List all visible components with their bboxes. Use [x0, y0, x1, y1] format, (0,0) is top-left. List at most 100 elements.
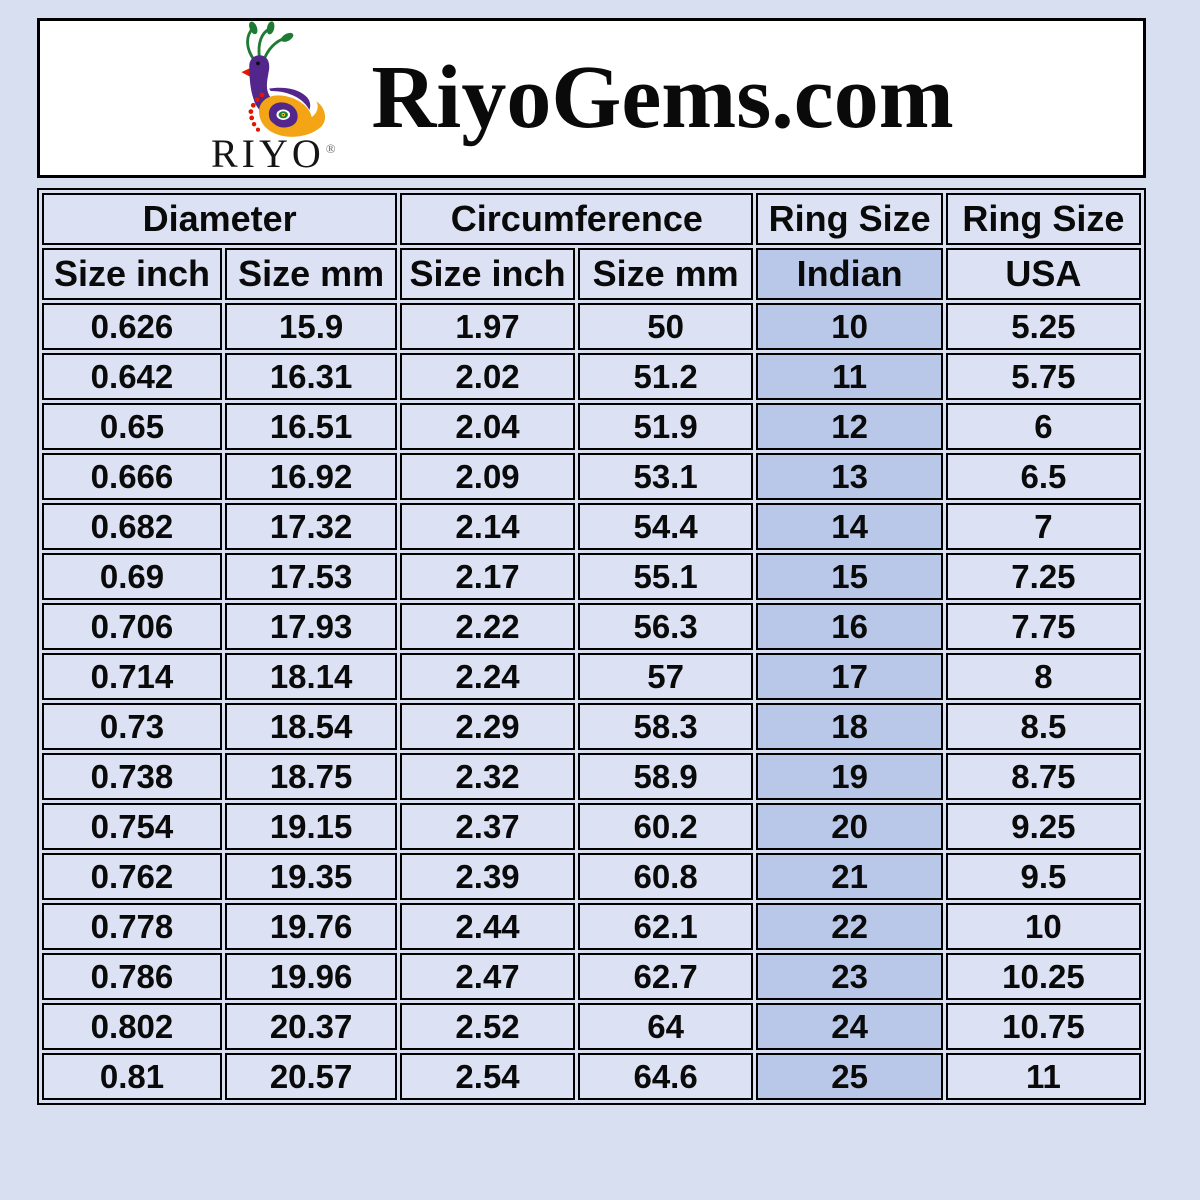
table-cell: 0.762 [42, 853, 222, 900]
table-cell: 22 [756, 903, 943, 950]
table-cell: 20.57 [224, 1053, 398, 1100]
riyo-logo: RIYO® [193, 20, 353, 176]
table-cell: 18.14 [224, 653, 398, 700]
table-cell: 55.1 [577, 553, 754, 600]
column-subheader: Size inch [400, 248, 575, 300]
table-cell: 57 [577, 653, 754, 700]
table-cell: 2.44 [400, 903, 575, 950]
table-row: 0.69 17.53 2.17 55.1 15 7.25 [42, 553, 1141, 600]
table-cell: 5.25 [945, 303, 1141, 350]
table-cell: 17.93 [224, 603, 398, 650]
logo-wordmark: RIYO® [210, 131, 336, 176]
column-subheader: USA [945, 248, 1141, 300]
table-cell: 2.02 [400, 353, 575, 400]
column-group-header: Diameter [42, 193, 398, 245]
table-cell: 17.53 [224, 553, 398, 600]
table-cell: 2.24 [400, 653, 575, 700]
table-cell: 19.76 [224, 903, 398, 950]
table-cell: 18.54 [224, 703, 398, 750]
table-cell: 0.65 [42, 403, 222, 450]
table-row: 0.81 20.57 2.54 64.6 25 11 [42, 1053, 1141, 1100]
table-cell: 6.5 [945, 453, 1141, 500]
table-cell: 11 [945, 1053, 1141, 1100]
table-cell: 60.2 [577, 803, 754, 850]
table-cell: 1.97 [400, 303, 575, 350]
group-header-row: Diameter Circumference Ring Size Ring Size [42, 193, 1141, 245]
table-row: 0.626 15.9 1.97 50 10 5.25 [42, 303, 1141, 350]
table-cell: 62.7 [577, 953, 754, 1000]
table-cell: 12 [756, 403, 943, 450]
table-cell: 0.706 [42, 603, 222, 650]
table-cell: 17 [756, 653, 943, 700]
table-cell: 8 [945, 653, 1141, 700]
table-cell: 23 [756, 953, 943, 1000]
table-cell: 60.8 [577, 853, 754, 900]
table-row: 0.682 17.32 2.14 54.4 14 7 [42, 503, 1141, 550]
table-cell: 18.75 [224, 753, 398, 800]
table-row: 0.714 18.14 2.24 57 17 8 [42, 653, 1141, 700]
table-cell: 10.75 [945, 1003, 1141, 1050]
table-cell: 9.5 [945, 853, 1141, 900]
table-cell: 5.75 [945, 353, 1141, 400]
table-cell: 2.39 [400, 853, 575, 900]
table-cell: 8.5 [945, 703, 1141, 750]
column-group-header: Ring Size [756, 193, 943, 245]
table-cell: 11 [756, 353, 943, 400]
column-subheader: Size mm [577, 248, 754, 300]
table-cell: 15.9 [224, 303, 398, 350]
table-cell: 0.738 [42, 753, 222, 800]
table-cell: 0.786 [42, 953, 222, 1000]
site-title: RiyoGems.com [371, 48, 954, 147]
table-cell: 20 [756, 803, 943, 850]
table-cell: 16 [756, 603, 943, 650]
table-cell: 2.29 [400, 703, 575, 750]
table-cell: 10.25 [945, 953, 1141, 1000]
table-cell: 58.9 [577, 753, 754, 800]
table-row: 0.778 19.76 2.44 62.1 22 10 [42, 903, 1141, 950]
table-cell: 51.2 [577, 353, 754, 400]
column-subheader: Indian [756, 248, 943, 300]
table-cell: 9.25 [945, 803, 1141, 850]
table-cell: 19.35 [224, 853, 398, 900]
table-cell: 16.92 [224, 453, 398, 500]
table-cell: 50 [577, 303, 754, 350]
table-row: 0.762 19.35 2.39 60.8 21 9.5 [42, 853, 1141, 900]
table-row: 0.786 19.96 2.47 62.7 23 10.25 [42, 953, 1141, 1000]
table-cell: 2.14 [400, 503, 575, 550]
column-group-header: Ring Size [945, 193, 1141, 245]
table-cell: 58.3 [577, 703, 754, 750]
table-cell: 13 [756, 453, 943, 500]
table-cell: 0.642 [42, 353, 222, 400]
table-cell: 19.15 [224, 803, 398, 850]
table-cell: 62.1 [577, 903, 754, 950]
column-group-header: Circumference [400, 193, 754, 245]
table-cell: 2.22 [400, 603, 575, 650]
table-cell: 16.31 [224, 353, 398, 400]
table-cell: 10 [756, 303, 943, 350]
table-cell: 2.17 [400, 553, 575, 600]
table-cell: 24 [756, 1003, 943, 1050]
table-row: 0.738 18.75 2.32 58.9 19 8.75 [42, 753, 1141, 800]
table-cell: 19 [756, 753, 943, 800]
table-head: Diameter Circumference Ring Size Ring Size … [42, 193, 1141, 300]
table-cell: 16.51 [224, 403, 398, 450]
table-cell: 0.69 [42, 553, 222, 600]
table-row: 0.73 18.54 2.29 58.3 18 8.5 [42, 703, 1141, 750]
registered-mark: ® [325, 140, 336, 156]
table-cell: 7.25 [945, 553, 1141, 600]
table-body: 0.626 15.9 1.97 50 10 5.25 0.642 16.31 2.02 51.2 1… [42, 303, 1141, 1100]
table-row: 0.666 16.92 2.09 53.1 13 6.5 [42, 453, 1141, 500]
table-row: 0.706 17.93 2.22 56.3 16 7.75 [42, 603, 1141, 650]
table-cell: 2.04 [400, 403, 575, 450]
table-cell: 0.81 [42, 1053, 222, 1100]
table-cell: 25 [756, 1053, 943, 1100]
table-cell: 2.54 [400, 1053, 575, 1100]
table-cell: 0.754 [42, 803, 222, 850]
table-cell: 10 [945, 903, 1141, 950]
table-cell: 6 [945, 403, 1141, 450]
ring-size-table: Diameter Circumference Ring Size Ring Size … [37, 188, 1146, 1105]
table-cell: 2.47 [400, 953, 575, 1000]
table-cell: 0.73 [42, 703, 222, 750]
table-cell: 19.96 [224, 953, 398, 1000]
